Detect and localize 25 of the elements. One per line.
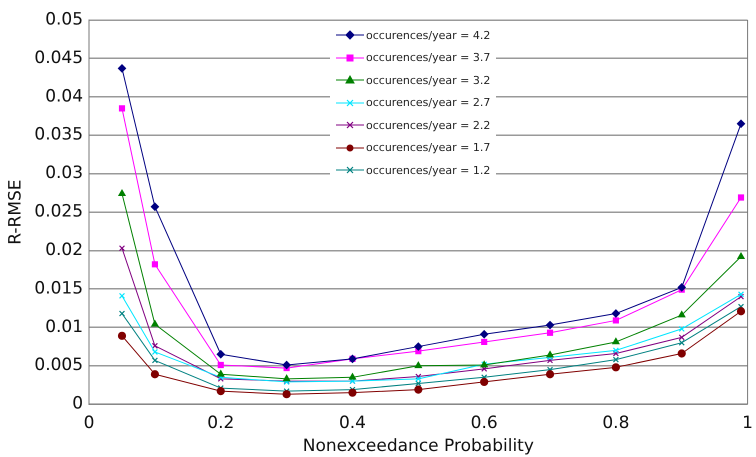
legend-label: occurences/year = 3.7 (366, 51, 490, 64)
legend-label: occurences/year = 4.2 (366, 28, 490, 42)
legend-label: occurences/year = 1.2 (366, 164, 490, 177)
y-tick-label: 0.01 (45, 316, 84, 337)
y-tick-label: 0.015 (34, 278, 84, 298)
y-tick-label: 0.045 (34, 48, 84, 68)
x-tick-label: 1 (742, 412, 754, 433)
x-axis-title: Nonexceedance Probability (302, 436, 534, 456)
y-tick-label: 0.005 (34, 355, 84, 376)
x-tick-label: 0.8 (602, 412, 630, 433)
y-tick-label: 0.02 (45, 240, 84, 260)
y-tick-label: 0.035 (34, 124, 84, 145)
y-tick-label: 0.03 (45, 163, 84, 184)
y-tick-label: 0 (72, 394, 84, 414)
x-tick-label: 0.6 (470, 412, 498, 433)
x-tick-label: 0.2 (207, 412, 234, 433)
y-axis-title: R-RMSE (6, 179, 26, 245)
legend-label: occurences/year = 2.2 (366, 118, 490, 132)
legend-label: occurences/year = 1.7 (366, 141, 490, 154)
y-tick-label: 0.04 (45, 86, 84, 106)
x-tick-label: 0.4 (338, 412, 366, 433)
y-tick-label: 0.05 (45, 9, 84, 30)
legend-label: occurences/year = 3.2 (366, 74, 490, 87)
legend-label: occurences/year = 2.7 (366, 96, 490, 110)
y-tick-label: 0.025 (34, 202, 84, 222)
